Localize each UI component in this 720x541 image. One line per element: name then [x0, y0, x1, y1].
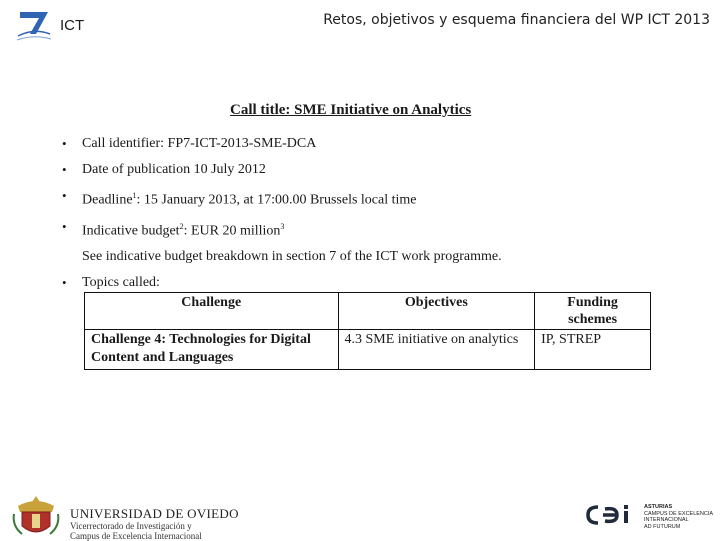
- list-item: • Topics called:: [62, 274, 662, 291]
- list-item: • Deadline1: 15 January 2013, at 17:00.0…: [62, 187, 662, 209]
- list-item: • Date of publication 10 July 2012: [62, 161, 662, 178]
- cei-text-block: ASTURIAS CAMPUS DE EXCELENCIA INTERNACIO…: [644, 504, 713, 530]
- footnote-ref: 3: [280, 221, 285, 231]
- cei-line: CAMPUS DE EXCELENCIA: [644, 510, 714, 517]
- footnote-ref: 2: [179, 221, 184, 231]
- column-header-funding: Funding schemes: [534, 292, 651, 330]
- list-item: • Indicative budget2: EUR 20 million3: [62, 218, 662, 240]
- table-row: Challenge 4: Technologies for Digital Co…: [84, 329, 651, 370]
- bullet-icon: •: [62, 188, 67, 203]
- topics-label: Topics called:: [82, 275, 160, 291]
- slide-title: Retos, objetivos y esquema financiera de…: [323, 12, 710, 28]
- university-subtitle: Vicerrectorado de Investigación y Campus…: [70, 521, 202, 541]
- university-sub-line: Campus de Excelencia Internacional: [70, 531, 202, 541]
- topics-table: Challenge Objectives Funding schemes Cha…: [84, 292, 651, 370]
- budget-note: See indicative budget breakdown in secti…: [82, 249, 502, 265]
- objective-cell: 4.3 SME initiative on analytics: [337, 329, 536, 370]
- budget-value: : EUR 20 million: [183, 223, 281, 239]
- university-name: UNIVERSIDAD DE OVIEDO: [70, 506, 239, 521]
- footnote-ref: 1: [132, 191, 137, 200]
- column-header-challenge: Challenge: [84, 292, 339, 330]
- cei-logo-icon: [586, 505, 628, 525]
- funding-cell: IP, STREP: [534, 329, 651, 370]
- call-title: Call title: SME Initiative on Analytics: [230, 102, 472, 118]
- cei-line: ASTURIAS: [644, 504, 673, 510]
- deadline-label: Deadline: [82, 192, 133, 208]
- bullet-icon: •: [62, 275, 67, 291]
- fp7-logo-icon: [16, 12, 52, 41]
- budget-label: Indicative budget: [82, 223, 180, 239]
- publication-date: Date of publication 10 July 2012: [82, 162, 266, 177]
- list-item: • Call identifier: FP7-ICT-2013-SME-DCA: [62, 135, 662, 152]
- cei-line: AD FUTURUM: [644, 523, 681, 530]
- deadline-value: : 15 January 2013, at 17:00.00 Brussels …: [136, 192, 417, 208]
- call-identifier: Call identifier: FP7-ICT-2013-SME-DCA: [82, 136, 317, 151]
- bullet-icon: •: [62, 162, 67, 177]
- university-crest-icon: [12, 496, 60, 535]
- bullet-icon: •: [62, 136, 67, 151]
- cei-line: INTERNACIONAL: [644, 517, 689, 523]
- table-header-row: Challenge Objectives Funding schemes: [84, 292, 651, 330]
- column-header-objectives: Objectives: [337, 292, 536, 330]
- bullet-icon: •: [62, 218, 67, 234]
- program-label: ICT: [60, 17, 85, 34]
- university-sub-line: Vicerrectorado de Investigación y: [70, 521, 192, 531]
- call-info-list: • Call identifier: FP7-ICT-2013-SME-DCA …: [62, 135, 662, 300]
- challenge-cell: Challenge 4: Technologies for Digital Co…: [84, 329, 339, 370]
